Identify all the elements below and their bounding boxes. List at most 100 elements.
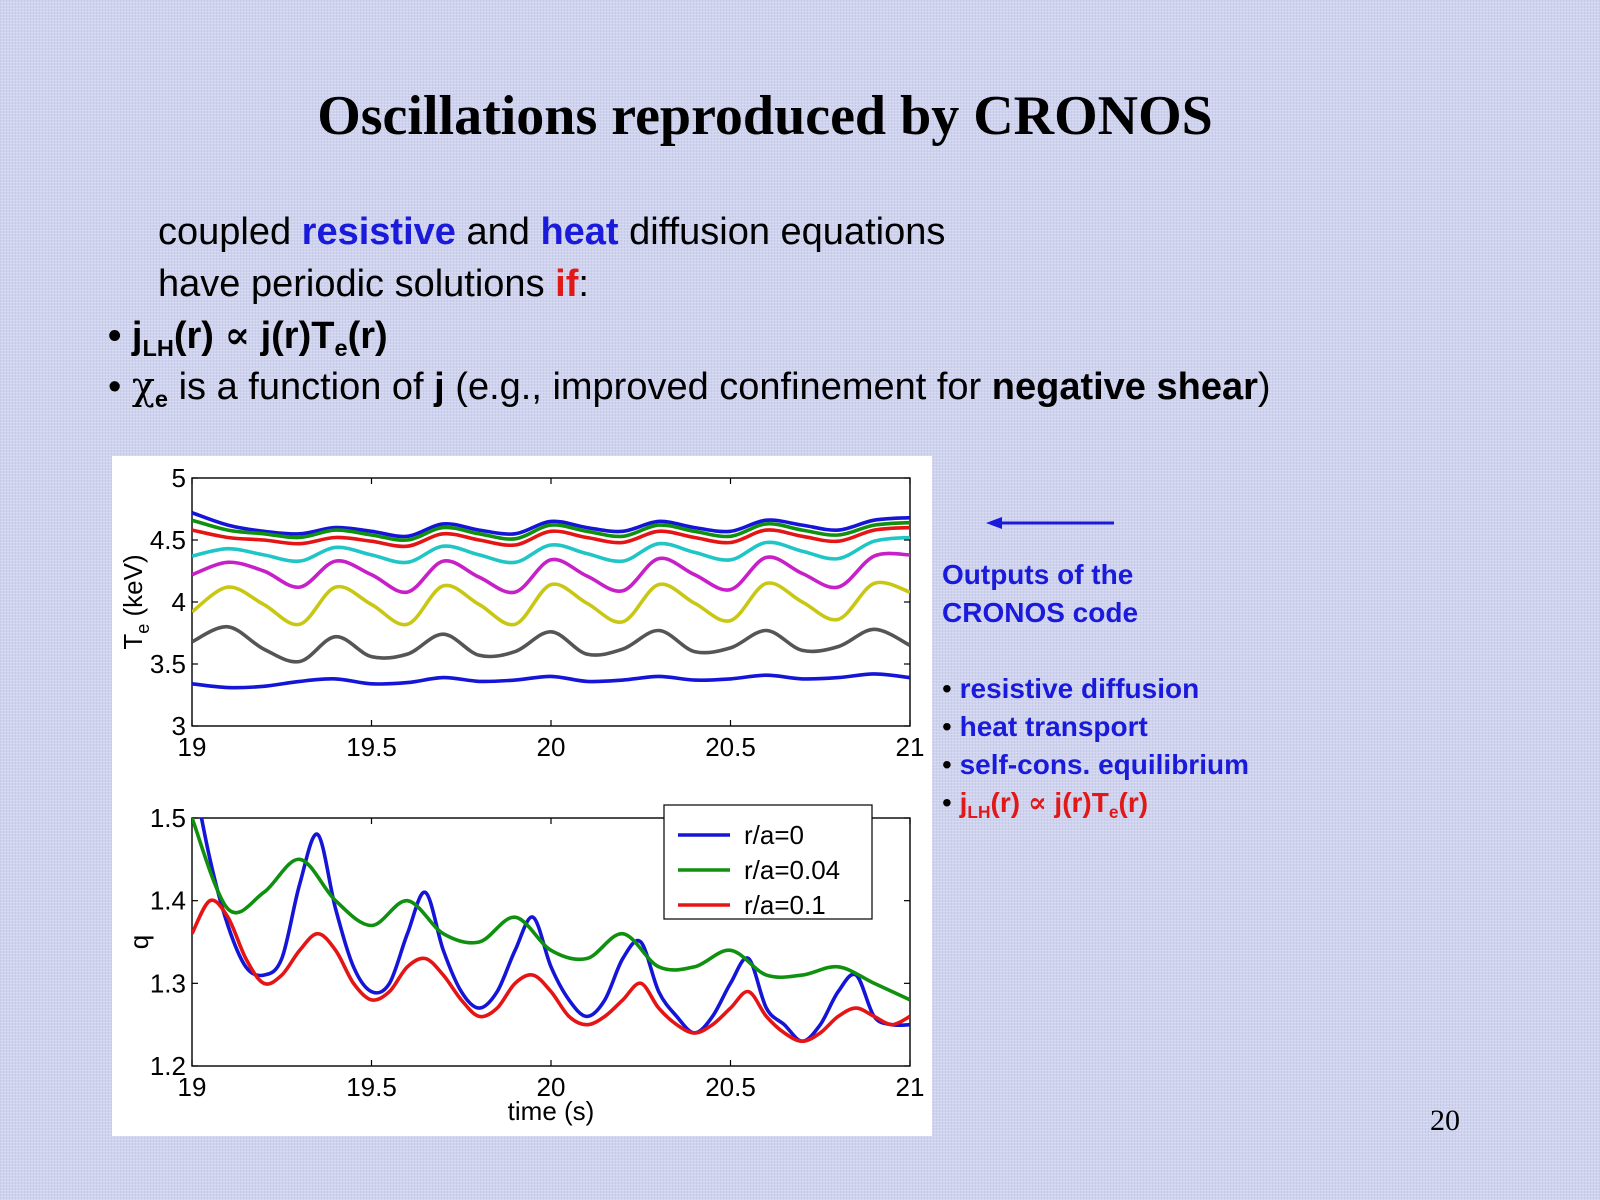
q-plot-marks: 19 19.5 20 20.5 21 1.5 1.4 1.3 1.2	[150, 803, 925, 1102]
intro-line-2: have periodic solutions if:	[158, 258, 945, 310]
plots-svg: 19 19.5 20 20.5 21 5 4.5 4 3.5 3 Te (keV) 19 19.5 2…	[118, 463, 925, 1126]
math-text: (r)	[1118, 787, 1149, 818]
te-ytick-label: 3	[172, 711, 186, 741]
bullet-chi-function: • χe is a function of j (e.g., improved …	[108, 361, 1271, 412]
intro-text-segment: coupled	[158, 211, 302, 253]
te-series-line	[192, 525, 910, 549]
keyword-if: if	[555, 263, 579, 305]
bullet-marker: •	[942, 711, 952, 742]
annotation-heading-2: CRONOS code	[942, 597, 1139, 628]
page-number: 20	[1430, 1104, 1460, 1137]
te-ytick-label: 5	[172, 463, 186, 493]
q-series-line	[192, 898, 910, 1043]
te-ylabel-unit: (keV)	[118, 554, 148, 623]
bullet-jlh-proportionality: • jLH(r) ∝ j(r)Te(r)	[108, 310, 1271, 361]
keyword-resistive: resistive	[301, 211, 456, 253]
intro-text-segment: diffusion equations	[618, 211, 946, 253]
math-subscript: LH	[967, 802, 991, 823]
legend-label: r/a=0.1	[744, 890, 826, 920]
te-xtick-label: 21	[896, 732, 925, 762]
te-series-line	[192, 551, 910, 595]
te-ylabel-sub: e	[133, 624, 153, 634]
intro-text-segment: :	[578, 263, 589, 305]
q-xtick-label: 19	[178, 1072, 207, 1102]
slide-title: Oscillations reproduced by CRONOS	[317, 85, 1213, 147]
q-series-line	[192, 818, 910, 1002]
te-ytick-label: 4.5	[150, 525, 186, 555]
q-ytick-label: 1.2	[150, 1051, 186, 1081]
math-text: j(r)T	[1046, 787, 1109, 818]
arrow-head	[986, 517, 1002, 529]
te-ytick-label: 4	[172, 587, 186, 617]
math-subscript: LH	[142, 335, 174, 362]
math-j: j	[131, 315, 143, 357]
proportional-symbol: ∝	[1027, 786, 1047, 819]
q-xtick-label: 19.5	[346, 1072, 397, 1102]
annotation-item-text: self-cons. equilibrium	[959, 749, 1249, 780]
te-series-line	[192, 511, 910, 539]
te-xtick-label: 20.5	[705, 732, 756, 762]
plot-panel: 19 19.5 20 20.5 21 5 4.5 4 3.5 3 Te (keV) 19 19.5 2…	[112, 456, 932, 1136]
q-ytick-label: 1.4	[150, 886, 186, 916]
bullet-marker: •	[108, 315, 132, 357]
te-series-line	[192, 672, 910, 690]
math-j: j	[434, 366, 445, 408]
q-legend: r/a=0 r/a=0.04 r/a=0.1	[678, 820, 840, 920]
math-text: j(r)T	[250, 315, 335, 357]
keyword-negative-shear: negative shear	[991, 366, 1258, 408]
bullet-text: (e.g., improved confinement for	[444, 366, 992, 408]
bullet-marker: •	[108, 366, 132, 408]
q-xtick-label: 20	[537, 1072, 566, 1102]
proportional-symbol: ∝	[224, 312, 251, 357]
keyword-heat: heat	[540, 211, 619, 253]
math-text: (r)	[173, 315, 225, 357]
math-subscript: e	[334, 335, 348, 362]
annotation-item: • heat transport	[942, 708, 1249, 746]
te-xtick-label: 20	[537, 732, 566, 762]
q-xtick-label: 20.5	[705, 1072, 756, 1102]
legend-label: r/a=0.04	[744, 855, 840, 885]
annotation-item: • self-cons. equilibrium	[942, 746, 1249, 784]
te-series-line	[192, 580, 910, 627]
math-j: j	[959, 787, 968, 818]
annotation-item-text: resistive diffusion	[959, 673, 1200, 704]
q-series-group	[192, 818, 910, 1043]
te-xtick-label: 19	[178, 732, 207, 762]
math-chi: χ	[131, 364, 155, 408]
bullet-marker: •	[942, 787, 952, 818]
cronos-annotation: Outputs of the CRONOS code • resistive d…	[942, 556, 1249, 822]
intro-text: coupled resistive and heat diffusion equ…	[158, 206, 945, 310]
te-plot-marks: 19 19.5 20 20.5 21 5 4.5 4 3.5 3	[150, 463, 925, 762]
te-ytick-label: 3.5	[150, 649, 186, 679]
te-ylabel: Te (keV)	[118, 554, 153, 649]
q-ytick-label: 1.5	[150, 803, 186, 833]
intro-text-segment: and	[455, 211, 541, 253]
q-ytick-label: 1.3	[150, 968, 186, 998]
bullet-text: )	[1257, 366, 1271, 408]
bullet-marker: •	[942, 673, 952, 704]
math-text: (r)	[990, 787, 1028, 818]
math-text: (r)	[347, 315, 388, 357]
te-series-line	[192, 535, 910, 565]
annotation-item-text: heat transport	[959, 711, 1148, 742]
intro-line-1: coupled resistive and heat diffusion equ…	[158, 206, 945, 258]
annotation-spacer	[942, 632, 1249, 670]
te-series-line	[192, 518, 910, 542]
math-subscript: e	[1108, 802, 1119, 823]
annotation-item: • resistive diffusion	[942, 670, 1249, 708]
bullet-text: is a function of	[168, 366, 435, 408]
te-xtick-label: 19.5	[346, 732, 397, 762]
annotation-heading-1: Outputs of the	[942, 559, 1134, 590]
q-xtick-label: 21	[896, 1072, 925, 1102]
condition-bullets: • jLH(r) ∝ j(r)Te(r) • χe is a function …	[108, 310, 1271, 412]
q-xlabel: time (s)	[508, 1096, 595, 1126]
q-legend-box	[663, 804, 873, 920]
bullet-marker: •	[942, 749, 952, 780]
te-series-line	[192, 624, 910, 664]
intro-text-segment: have periodic solutions	[158, 263, 556, 305]
q-ylabel: q	[124, 935, 154, 949]
math-subscript: e	[154, 386, 169, 413]
te-ylabel-T: T	[118, 634, 148, 650]
te-series-group	[192, 511, 910, 690]
annotation-item-jlh: • jLH(r) ∝ j(r)Te(r)	[942, 784, 1249, 822]
